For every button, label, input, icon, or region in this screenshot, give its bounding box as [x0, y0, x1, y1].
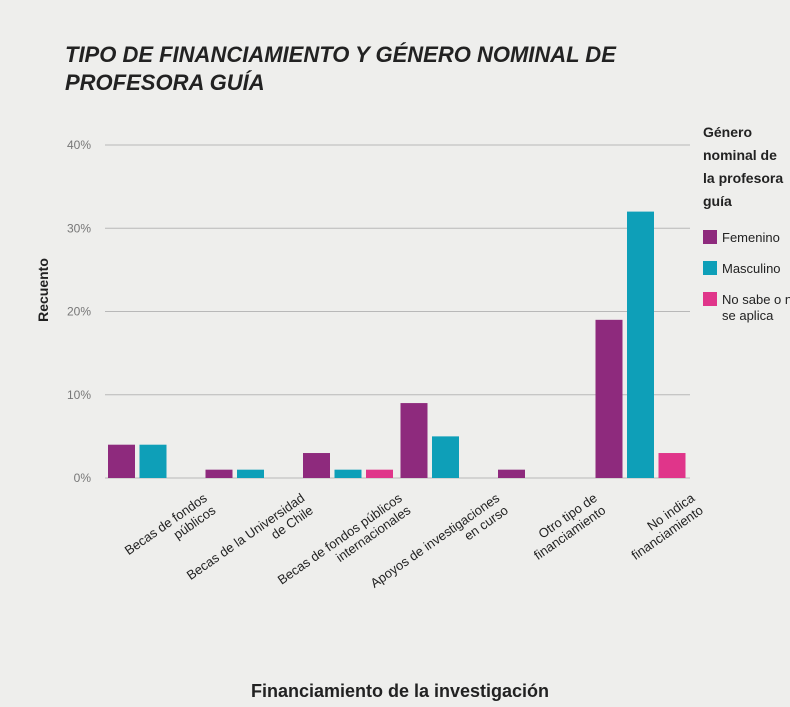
bar — [334, 469, 362, 478]
legend-label: Femenino — [722, 230, 780, 245]
x-axis-title: Financiamiento de la investigación — [251, 681, 549, 701]
bar — [237, 469, 264, 478]
legend-swatch — [703, 292, 717, 306]
chart-title: TIPO DE FINANCIAMIENTO Y GÉNERO NOMINAL … — [65, 42, 617, 95]
y-tick-label: 40% — [67, 138, 91, 152]
legend-swatch — [703, 230, 717, 244]
bar — [303, 453, 330, 478]
bar — [627, 211, 654, 478]
y-tick-label: 30% — [67, 221, 91, 235]
bar — [400, 403, 428, 478]
legend-label: Masculino — [722, 261, 781, 276]
legend-title: Género nominal de la profesora guía — [703, 124, 783, 209]
bar — [205, 469, 233, 478]
y-tick-label: 10% — [67, 388, 91, 402]
bar — [658, 453, 686, 478]
bar — [432, 436, 459, 478]
bar — [139, 444, 167, 478]
legend-swatch — [703, 261, 717, 275]
bar — [108, 444, 135, 478]
y-tick-label: 0% — [74, 471, 92, 485]
bar — [498, 469, 525, 478]
bar — [595, 319, 623, 478]
legend-label: No sabe o nose aplica — [722, 292, 790, 323]
bar — [366, 469, 393, 478]
y-tick-label: 20% — [67, 305, 91, 319]
y-axis-title: Recuento — [35, 258, 51, 322]
